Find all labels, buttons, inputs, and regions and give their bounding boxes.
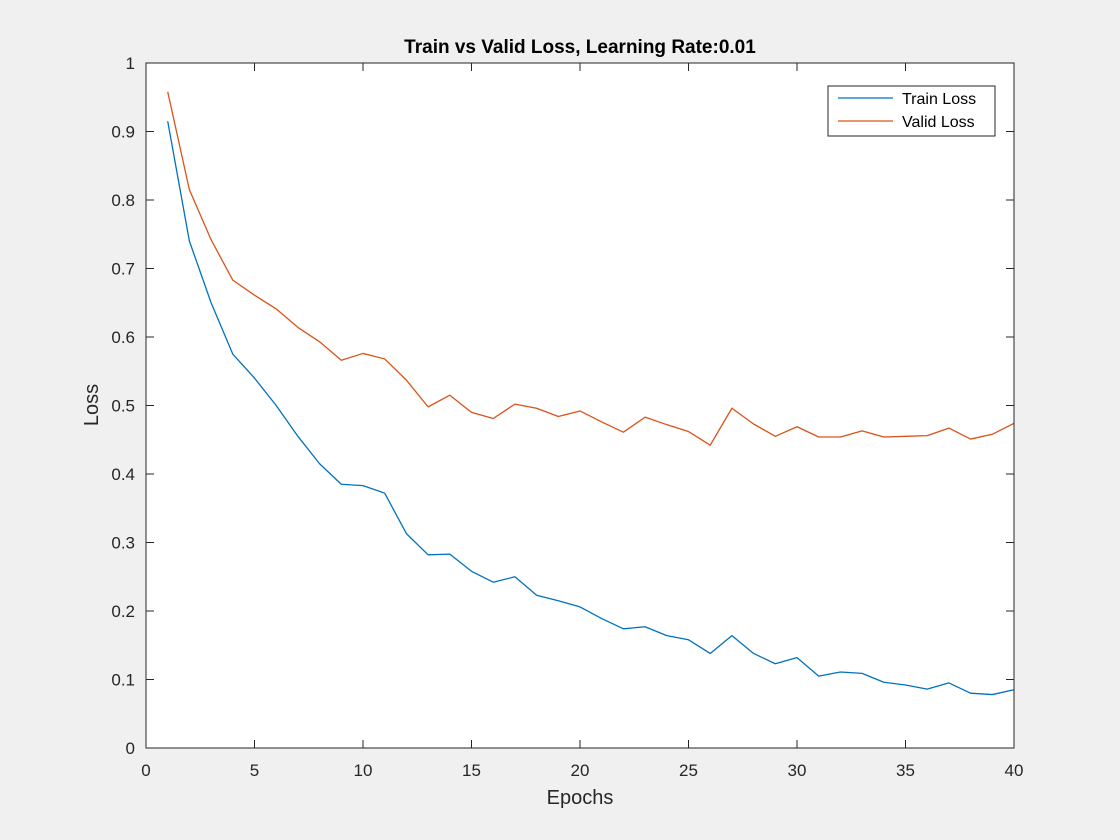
x-tick-label: 20 [571, 761, 590, 780]
y-tick-label: 0.1 [111, 671, 135, 690]
y-tick-label: 0.2 [111, 602, 135, 621]
y-axis-label: Loss [81, 384, 103, 426]
x-tick-label: 0 [141, 761, 150, 780]
x-tick-label: 10 [354, 761, 373, 780]
x-tick-label: 25 [679, 761, 698, 780]
legend: Train Loss Valid Loss [827, 85, 996, 137]
legend-box [827, 85, 996, 137]
axis-ticks: 0 5 10 15 20 25 30 35 40 0 0.1 0.2 0.3 0.4 0.5 0.6 0.7 0.… [111, 54, 1023, 780]
x-tick-label: 30 [788, 761, 807, 780]
legend-label-valid-loss: Valid Loss [902, 114, 975, 131]
y-tick-label: 0.3 [111, 534, 135, 553]
x-tick-label: 5 [250, 761, 259, 780]
x-tick-label: 40 [1005, 761, 1024, 780]
series-line-valid-loss [167, 91, 1015, 446]
x-tick-label: 15 [462, 761, 481, 780]
y-tick-label: 1 [126, 54, 135, 73]
y-tick-label: 0.5 [111, 397, 135, 416]
y-tick-label: 0.6 [111, 328, 135, 347]
y-tick-label: 0.9 [111, 123, 135, 142]
y-tick-label: 0.4 [111, 465, 135, 484]
y-tick-label: 0.7 [111, 260, 135, 279]
y-tick-label: 0 [126, 739, 135, 758]
x-axis-label: Epochs [547, 787, 614, 809]
plot-area [146, 63, 1014, 748]
legend-label-train-loss: Train Loss [902, 91, 976, 108]
chart-title: Train vs Valid Loss, Learning Rate:0.01 [404, 37, 756, 58]
series-lines [167, 91, 1015, 696]
y-tick-label: 0.8 [111, 191, 135, 210]
series-line-train-loss [167, 121, 1015, 696]
x-tick-label: 35 [896, 761, 915, 780]
